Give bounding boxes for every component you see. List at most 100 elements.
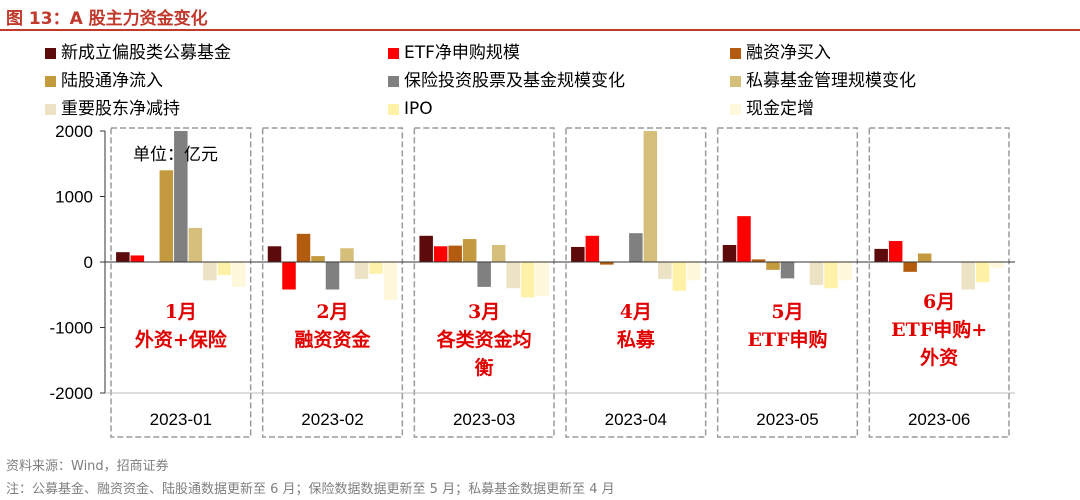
legend-swatch [45, 76, 56, 87]
bar [975, 262, 990, 283]
x-tick-label: 2023-02 [301, 410, 363, 429]
bar [267, 246, 282, 262]
legend-swatch [730, 48, 741, 59]
bar [961, 262, 975, 290]
legend-label: 现金定增 [746, 99, 814, 119]
bar [751, 259, 766, 262]
month-group-box [565, 127, 707, 438]
month-annotation: 融资资金 [294, 328, 371, 351]
month-annotation: 3月 [468, 301, 500, 323]
bar [419, 235, 433, 262]
bar [658, 262, 672, 280]
bar [585, 235, 600, 262]
bar [491, 244, 506, 262]
footnote: 注：公募基金、融资资金、陆股通数据更新至 6 月；保险数据数据更新至 5 月；私… [6, 482, 615, 497]
x-tick-label: 2023-01 [150, 410, 212, 429]
x-tick-label: 2023-03 [453, 410, 515, 429]
month-group-box [110, 127, 252, 438]
bar [340, 248, 354, 262]
bar [448, 245, 462, 262]
month-annotation: 5月 [771, 301, 803, 323]
bar [311, 256, 325, 262]
bar [917, 253, 932, 262]
x-tick-label: 2023-04 [605, 410, 667, 429]
legend-label: 重要股东净减持 [61, 99, 180, 119]
legend-label: IPO [404, 99, 433, 119]
bar [462, 239, 477, 262]
bar [325, 262, 340, 290]
bar [687, 262, 701, 281]
month-group-box [716, 127, 859, 438]
bar [296, 233, 311, 262]
unit-label: 单位：亿元 [133, 145, 218, 165]
month-group-box [261, 127, 404, 438]
bar [217, 262, 232, 276]
bar [130, 255, 145, 262]
month-annotation: 1月 [165, 301, 197, 323]
bar [571, 246, 585, 262]
x-tick-label: 2023-05 [756, 410, 818, 429]
bar [672, 262, 687, 291]
legend-swatch [388, 76, 399, 87]
month-annotation: ETF申购 [747, 328, 827, 351]
bar [369, 262, 383, 274]
month-annotation: 各类资金均 [436, 328, 532, 351]
bar [766, 262, 780, 270]
bar [159, 170, 174, 262]
month-annotation: 衡 [475, 356, 494, 379]
bar [990, 262, 1004, 268]
legend-label: 私募基金管理规模变化 [746, 71, 916, 91]
month-annotation: 4月 [620, 301, 652, 323]
legend-swatch [730, 104, 741, 115]
month-annotation: 2月 [316, 301, 348, 323]
month-annotation: 外资+保险 [135, 328, 228, 351]
bar [203, 262, 217, 281]
legend-label: 融资净买入 [746, 43, 831, 63]
bar [643, 131, 658, 262]
legend-swatch [388, 48, 399, 59]
bar [282, 262, 296, 290]
bar [629, 233, 643, 262]
bar [433, 246, 448, 262]
bar [722, 244, 737, 262]
bar [737, 216, 751, 262]
bar [903, 262, 917, 272]
bar [824, 262, 838, 289]
y-tick-label: -1000 [50, 319, 93, 338]
legend-swatch [45, 104, 56, 115]
source-note: 资料来源：Wind，招商证券 [6, 459, 169, 474]
bar [354, 262, 369, 280]
bar [188, 227, 203, 262]
legend-label: 新成立偏股类公募基金 [61, 43, 231, 63]
bar [838, 262, 853, 281]
y-tick-label: -2000 [50, 384, 93, 403]
bar [232, 262, 246, 287]
title-divider [0, 29, 1080, 31]
bar [116, 252, 130, 262]
bar [600, 262, 614, 265]
y-tick-label: 0 [84, 253, 93, 272]
bar [174, 131, 188, 262]
legend-label: 陆股通净流入 [61, 71, 163, 91]
bar [809, 262, 824, 285]
legend-swatch [388, 104, 399, 115]
bar [506, 262, 520, 289]
month-group-box [868, 127, 1010, 438]
month-annotation: 私募 [617, 329, 656, 351]
bar [874, 248, 888, 262]
month-annotation: 外资 [920, 346, 958, 369]
figure-title: 图 13：A 股主力资金变化 [6, 9, 208, 29]
legend-label: 保险投资股票及基金规模变化 [404, 71, 625, 91]
y-tick-label: 2000 [55, 122, 93, 141]
bar [535, 262, 549, 297]
bar [520, 262, 535, 298]
bar [888, 241, 903, 262]
legend-swatch [730, 76, 741, 87]
bar [383, 262, 398, 300]
legend-label: ETF净申购规模 [404, 43, 520, 63]
legend-swatch [45, 48, 56, 59]
bar [477, 262, 491, 287]
month-group-box [413, 127, 555, 438]
x-tick-label: 2023-06 [908, 410, 970, 429]
